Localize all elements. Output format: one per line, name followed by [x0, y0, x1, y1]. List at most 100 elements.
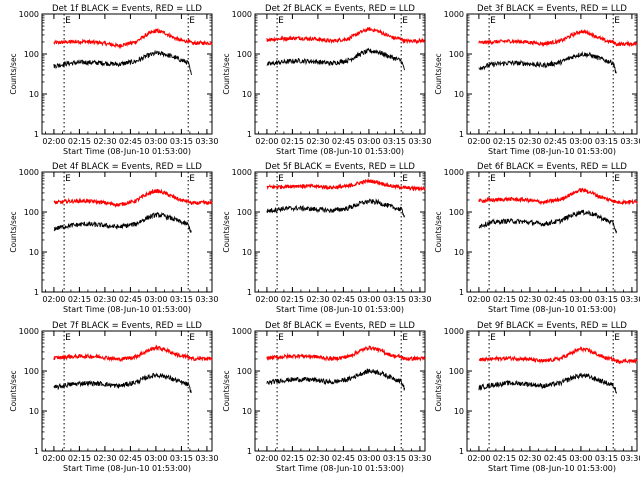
- y-tick-label: 1: [247, 447, 252, 456]
- panel-title: Det 4f BLACK = Events, RED = LLD: [52, 162, 202, 172]
- x-axis-label: Start Time (08-Jun-10 01:53:00): [488, 147, 616, 156]
- y-tick-label: 1: [34, 288, 39, 297]
- x-tick-label: 03:30: [620, 295, 640, 304]
- x-tick-label: 02:45: [119, 137, 142, 146]
- x-tick-label: 03:00: [569, 295, 592, 304]
- time-marker-label: E: [189, 174, 195, 184]
- x-tick-label: 03:30: [408, 295, 431, 304]
- panel-title: Det 2f BLACK = Events, RED = LLD: [265, 4, 415, 14]
- x-tick-label: 03:00: [357, 454, 380, 463]
- x-tick-label: 02:15: [493, 295, 516, 304]
- y-tick-label: 10: [242, 407, 252, 416]
- panel-title: Det 1f BLACK = Events, RED = LLD: [52, 4, 202, 14]
- x-tick-label: 02:45: [544, 295, 567, 304]
- x-tick-label: 03:30: [195, 454, 218, 463]
- x-tick-label: 03:30: [195, 137, 218, 146]
- x-tick-label: 03:15: [170, 137, 193, 146]
- x-tick-label: 03:00: [569, 454, 592, 463]
- y-tick-label: 100: [24, 208, 39, 217]
- plot-frame: [41, 330, 213, 452]
- detector-panel-4: Det 4f BLACK = Events, RED = LLD 1 10 100 10…: [9, 162, 218, 314]
- series-line-red: [266, 177, 426, 192]
- time-marker-label: E: [65, 333, 71, 343]
- detector-panel-3: Det 3f BLACK = Events, RED = LLD 1 10 100 10…: [434, 4, 640, 156]
- x-tick-label: 02:30: [93, 137, 116, 146]
- x-tick-label: 02:00: [467, 137, 490, 146]
- y-axis-label: Counts/sec: [434, 53, 443, 94]
- series-line-red: [478, 187, 638, 206]
- y-tick-label: 1000: [444, 168, 464, 177]
- detector-panel-7: Det 7f BLACK = Events, RED = LLD 1 10 100 10…: [9, 321, 218, 473]
- time-marker-label: E: [402, 16, 408, 26]
- time-marker-label: E: [614, 333, 620, 343]
- y-tick-label: 1: [459, 288, 464, 297]
- y-axis-label: Counts/sec: [9, 211, 18, 252]
- x-tick-label: 02:15: [281, 454, 304, 463]
- x-axis-label: Start Time (08-Jun-10 01:53:00): [63, 464, 191, 473]
- panel-title: Det 3f BLACK = Events, RED = LLD: [477, 4, 627, 14]
- series-line-black: [266, 368, 406, 391]
- series-line-black: [478, 209, 618, 234]
- x-tick-label: 02:30: [93, 454, 116, 463]
- x-tick-label: 02:15: [281, 295, 304, 304]
- time-marker-label: E: [490, 333, 496, 343]
- x-tick-label: 03:00: [357, 137, 380, 146]
- x-tick-label: 02:45: [544, 137, 567, 146]
- x-tick-label: 02:15: [281, 137, 304, 146]
- time-marker-label: E: [614, 174, 620, 184]
- y-tick-label: 10: [242, 248, 252, 257]
- x-tick-label: 02:45: [119, 295, 142, 304]
- panel-title: Det 8f BLACK = Events, RED = LLD: [265, 321, 415, 331]
- x-tick-label: 03:15: [595, 295, 618, 304]
- detector-panel-8: Det 8f BLACK = Events, RED = LLD 1 10 100 10…: [222, 321, 431, 473]
- series-line-red: [266, 345, 426, 362]
- y-tick-label: 100: [237, 50, 252, 59]
- time-marker-label: E: [278, 333, 284, 343]
- y-tick-label: 1000: [232, 168, 252, 177]
- y-tick-label: 1: [247, 288, 252, 297]
- x-tick-label: 02:00: [42, 454, 65, 463]
- x-tick-label: 03:30: [408, 454, 431, 463]
- x-axis-label: Start Time (08-Jun-10 01:53:00): [276, 464, 404, 473]
- x-tick-label: 03:30: [620, 454, 640, 463]
- series-line-black: [53, 211, 192, 233]
- series-line-black: [478, 372, 618, 394]
- x-tick-label: 03:00: [357, 295, 380, 304]
- time-marker-label: E: [402, 333, 408, 343]
- plot-frame: [41, 13, 213, 135]
- x-axis-label: Start Time (08-Jun-10 01:53:00): [488, 305, 616, 314]
- time-marker-label: E: [189, 16, 195, 26]
- x-tick-label: 02:30: [306, 295, 329, 304]
- series-line-black: [478, 50, 617, 74]
- series-line-black: [53, 372, 192, 394]
- y-tick-label: 1000: [232, 327, 252, 336]
- x-tick-label: 02:30: [518, 454, 541, 463]
- time-marker-label: E: [614, 16, 620, 26]
- x-axis-label: Start Time (08-Jun-10 01:53:00): [276, 305, 404, 314]
- time-marker-label: E: [490, 174, 496, 184]
- panel-title: Det 6f BLACK = Events, RED = LLD: [477, 162, 627, 172]
- y-axis-label: Counts/sec: [9, 53, 18, 94]
- y-tick-label: 1: [34, 130, 39, 139]
- y-tick-label: 10: [454, 407, 464, 416]
- y-tick-label: 100: [237, 208, 252, 217]
- series-line-black: [53, 49, 193, 76]
- x-tick-label: 02:15: [68, 137, 91, 146]
- time-marker-label: E: [278, 174, 284, 184]
- x-tick-label: 02:45: [332, 295, 355, 304]
- detector-panel-1: Det 1f BLACK = Events, RED = LLD 1 10 100 10…: [9, 4, 218, 156]
- y-tick-label: 10: [242, 90, 252, 99]
- x-tick-label: 03:00: [144, 295, 167, 304]
- x-tick-label: 02:00: [255, 295, 278, 304]
- x-tick-label: 03:15: [170, 454, 193, 463]
- series-line-red: [53, 27, 213, 50]
- y-tick-label: 1000: [232, 10, 252, 19]
- x-axis-label: Start Time (08-Jun-10 01:53:00): [63, 305, 191, 314]
- y-tick-label: 1000: [444, 327, 464, 336]
- panel-title: Det 9f BLACK = Events, RED = LLD: [477, 321, 627, 331]
- x-tick-label: 03:15: [383, 454, 406, 463]
- x-tick-label: 02:15: [68, 454, 91, 463]
- series-line-black: [266, 198, 406, 218]
- y-tick-label: 100: [24, 50, 39, 59]
- x-tick-label: 02:00: [42, 295, 65, 304]
